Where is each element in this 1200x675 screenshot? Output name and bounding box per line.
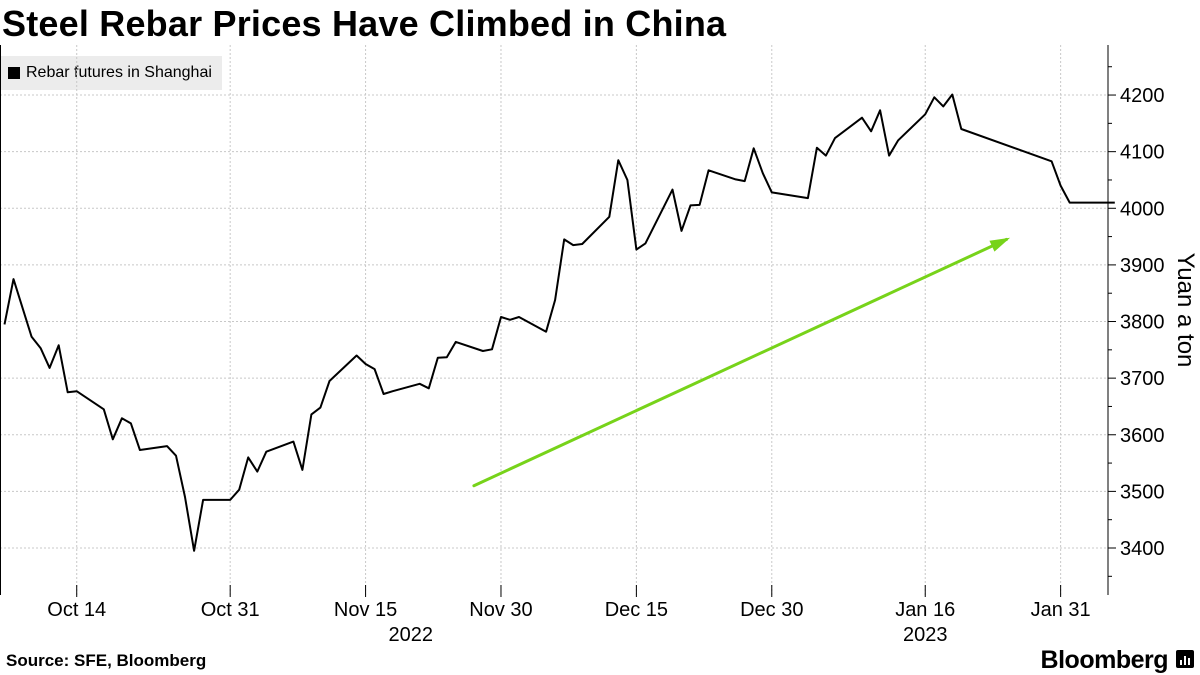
y-tick-label-3600: 3600 [1120, 425, 1165, 447]
vertical-gridlines [76, 45, 1062, 595]
legend: Rebar futures in Shanghai [0, 56, 222, 90]
y-tick-label-3500: 3500 [1120, 481, 1165, 503]
y-tick-label-4200: 4200 [1120, 85, 1165, 107]
legend-swatch [8, 67, 20, 79]
y-tick-label-3400: 3400 [1120, 538, 1165, 560]
y-tick-label-3800: 3800 [1120, 312, 1165, 334]
x-tick-label-jan-31: Jan 31 [1031, 599, 1091, 621]
year-labels: 2022 2023 [388, 624, 947, 646]
y-tick-label-3700: 3700 [1120, 368, 1165, 390]
y-tick-label-4000: 4000 [1120, 198, 1165, 220]
annotations [472, 237, 1011, 488]
year-label-2022: 2022 [388, 624, 433, 646]
bloomberg-logo: Bloomberg [1040, 646, 1169, 674]
year-label-2023: 2023 [903, 624, 948, 646]
x-tick-label-nov-15: Nov 15 [334, 599, 397, 621]
x-tick-label-nov-30: Nov 30 [469, 599, 532, 621]
chart-title: Steel Rebar Prices Have Climbed in China [2, 3, 727, 44]
x-tick-label-oct-14: Oct 14 [47, 599, 106, 621]
x-tick-label-oct-31: Oct 31 [201, 599, 260, 621]
source-note: Source: SFE, Bloomberg [6, 651, 207, 670]
legend-label: Rebar futures in Shanghai [26, 64, 212, 81]
x-axis-ticks: Oct 14 Oct 31 Nov 15 Nov 30 Dec 15 Dec 30 Jan … [0, 45, 1091, 621]
horizontal-gridlines [0, 94, 1108, 549]
y-tick-label-3900: 3900 [1120, 255, 1165, 277]
y-axis-ticks: 3400 3500 3600 3700 3800 3900 4000 4100 4200 [1108, 66, 1165, 577]
trend-arrow-head [989, 237, 1011, 252]
x-tick-label-dec-30: Dec 30 [740, 599, 803, 621]
series-line-rebar-futures [3, 93, 1115, 552]
x-tick-label-dec-15: Dec 15 [605, 599, 668, 621]
x-tick-label-jan-16: Jan 16 [895, 599, 955, 621]
bloomberg-bars-icon [1176, 650, 1194, 668]
y-axis-title: Yuan a ton [1172, 252, 1199, 368]
trend-arrow-shaft [472, 237, 1008, 488]
y-tick-label-4100: 4100 [1120, 142, 1165, 164]
